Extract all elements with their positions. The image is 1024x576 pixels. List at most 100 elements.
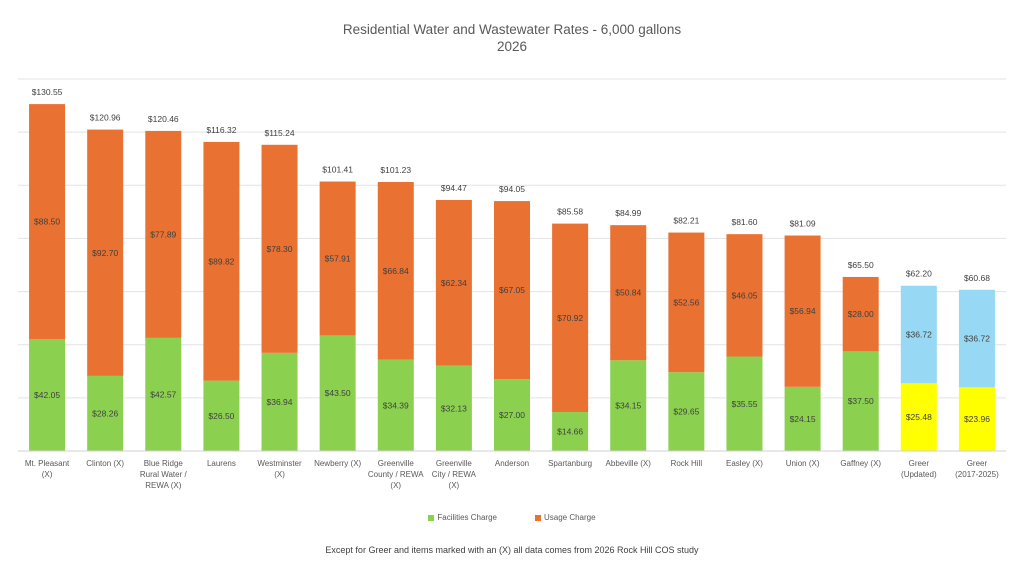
data-label: $27.00 (499, 410, 525, 420)
data-label: $70.92 (557, 313, 583, 323)
total-label: $60.68 (964, 273, 990, 283)
x-tick-label: Abbeville (X) (606, 459, 652, 468)
data-label: $28.26 (92, 408, 118, 418)
data-label: $28.00 (848, 309, 874, 319)
bar-usage (203, 141, 240, 381)
legend-swatch (428, 514, 435, 521)
bar-usage (145, 130, 182, 338)
data-label: $26.50 (208, 411, 234, 421)
data-label: $25.48 (906, 412, 932, 422)
data-label: $89.82 (208, 256, 234, 266)
bar-usage (494, 201, 530, 380)
legend-item-facilities: Facilities Charge (428, 513, 497, 522)
data-label: $24.15 (790, 414, 816, 424)
bar-facilities (319, 335, 356, 451)
data-label: $88.50 (34, 217, 60, 227)
data-label: $57.91 (325, 253, 351, 263)
total-label: $65.50 (848, 260, 874, 270)
data-label: $43.50 (325, 388, 351, 398)
legend-label: Facilities Charge (437, 513, 497, 522)
x-tick-label: Mt. Pleasant (X) (25, 459, 70, 479)
data-label: $34.15 (615, 401, 641, 411)
x-tick-label: Rock Hill (671, 459, 703, 468)
x-tick-label: Easley (X) (726, 459, 763, 468)
total-label: $62.20 (906, 269, 932, 279)
data-label: $32.13 (441, 403, 467, 413)
data-label: $66.84 (383, 266, 409, 276)
bar-facilities (668, 372, 705, 451)
bar-usage (842, 276, 879, 352)
bar-facilities (842, 351, 879, 451)
total-label: $101.41 (322, 165, 353, 175)
data-label: $34.39 (383, 400, 409, 410)
data-label: $50.84 (615, 288, 641, 298)
total-label: $120.96 (90, 113, 121, 123)
x-tick-label: Newberry (X) (314, 459, 361, 468)
bar-usage (87, 129, 124, 376)
data-label: $46.05 (731, 290, 757, 300)
bar-facilities (435, 365, 472, 451)
data-label: $67.05 (499, 285, 525, 295)
data-label: $36.94 (267, 397, 293, 407)
chart-subtitle: 2026 (496, 39, 528, 54)
bar-facilities (494, 379, 530, 451)
bar-usage (668, 232, 705, 373)
data-label: $14.66 (557, 427, 583, 437)
data-label: $52.56 (673, 297, 699, 307)
data-label: $29.65 (673, 407, 699, 417)
x-tick-label: Westminster (X) (257, 459, 302, 479)
data-label: $42.05 (34, 390, 60, 400)
total-label: $94.47 (441, 183, 467, 193)
total-label: $81.09 (790, 219, 816, 229)
bar-facilities (900, 383, 937, 451)
data-label: $23.96 (964, 414, 990, 424)
data-label: $92.70 (92, 248, 118, 258)
total-label: $120.46 (148, 114, 179, 124)
chart-title: Residential Water and Wastewater Rates -… (342, 22, 682, 37)
footnote: Except for Greer and items marked with a… (325, 545, 699, 555)
total-label: $130.55 (32, 87, 63, 97)
data-label: $36.72 (964, 334, 990, 344)
bar-facilities (29, 339, 66, 451)
x-tick-label: Spartanburg (548, 459, 592, 468)
bar-facilities (610, 360, 647, 451)
bar-facilities (203, 380, 240, 451)
x-tick-label: Greenville County / REWA (X) (368, 459, 424, 490)
total-label: $115.24 (264, 128, 294, 138)
bar-usage (261, 144, 298, 353)
bar-usage (958, 289, 995, 388)
data-label: $77.89 (150, 229, 176, 239)
total-label: $101.23 (380, 165, 411, 175)
x-tick-label: Greenville City / REWA (X) (432, 459, 477, 490)
bar-usage (610, 225, 647, 361)
legend-swatch (534, 514, 541, 521)
bar-usage (29, 104, 66, 340)
bar-facilities (958, 387, 995, 451)
bar-facilities (261, 352, 298, 451)
total-label: $85.58 (557, 207, 583, 217)
x-tick-label: Anderson (495, 459, 529, 468)
bar-facilities (726, 356, 763, 451)
total-label: $84.99 (615, 208, 641, 218)
data-label: $78.30 (267, 244, 293, 254)
bar-facilities (377, 359, 414, 451)
total-label: $94.05 (499, 184, 525, 194)
total-label: $82.21 (673, 216, 699, 226)
total-label: $116.32 (206, 125, 236, 135)
data-label: $56.94 (790, 306, 816, 316)
x-tick-label: Blue Ridge Rural Water / REWA (X) (140, 459, 188, 490)
total-label: $81.60 (731, 217, 757, 227)
bar-usage (319, 181, 356, 336)
data-label: $36.72 (906, 330, 932, 340)
x-tick-label: Greer (Updated) (901, 459, 937, 479)
bar-facilities (145, 337, 182, 451)
bar-facilities (552, 412, 589, 451)
legend-item-usage: Usage Charge (534, 513, 596, 522)
bar-usage (552, 223, 589, 413)
x-tick-label: Union (X) (786, 459, 820, 468)
x-tick-label: Gaffney (X) (840, 459, 881, 468)
legend-label: Usage Charge (543, 513, 596, 522)
bar-usage (900, 285, 937, 384)
x-tick-label: Laurens (207, 459, 236, 468)
